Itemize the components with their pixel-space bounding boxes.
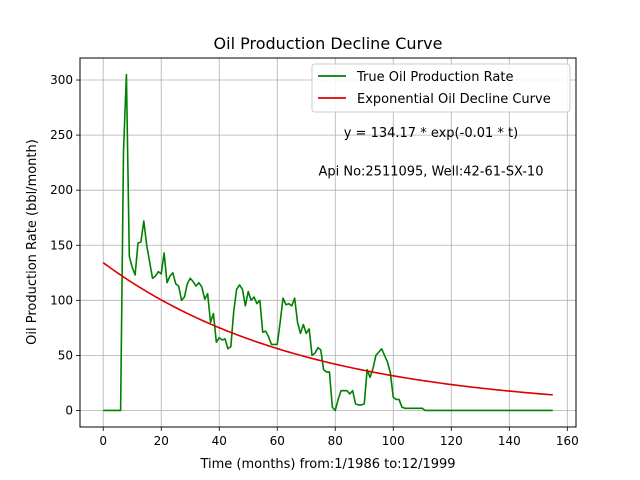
x-tick-label: 20 xyxy=(154,434,169,448)
y-axis: 0 50 100 150 200 250 300 xyxy=(50,73,80,417)
y-tick-label: 50 xyxy=(58,348,73,362)
x-tick-label: 80 xyxy=(328,434,343,448)
series-layer xyxy=(102,73,553,412)
x-axis: 0 20 40 60 80 100 120 140 160 xyxy=(99,427,579,448)
annotation-2: Api No:2511095, Well:42-61-SX-10 xyxy=(318,164,543,179)
x-tick-label: 120 xyxy=(440,434,463,448)
x-tick-label: 160 xyxy=(556,434,579,448)
legend-label: Exponential Oil Decline Curve xyxy=(357,92,551,107)
y-tick-label: 250 xyxy=(50,128,73,142)
y-tick-label: 150 xyxy=(50,238,73,252)
legend-box xyxy=(311,63,571,113)
x-tick-label: 0 xyxy=(99,434,107,448)
annotations: y = 134.17 * exp(-0.01 * t) Api No:251109… xyxy=(318,126,543,180)
plot-frame xyxy=(79,57,577,428)
x-tick-label: 40 xyxy=(212,434,227,448)
x-tick-label: 60 xyxy=(270,434,285,448)
legend-label: True Oil Production Rate xyxy=(356,70,513,85)
series-line-1 xyxy=(103,73,553,412)
y-tick-label: 100 xyxy=(50,293,73,307)
chart-title: Oil Production Decline Curve xyxy=(214,34,443,53)
series-line-2 xyxy=(102,262,553,396)
y-axis-label: Oil Production Rate (bbl/month) xyxy=(25,139,40,345)
x-tick-label: 100 xyxy=(382,434,405,448)
y-tick-label: 200 xyxy=(50,183,73,197)
y-tick-label: 300 xyxy=(50,73,73,87)
annotation-1: y = 134.17 * exp(-0.01 * t) xyxy=(344,126,518,141)
x-tick-label: 140 xyxy=(498,434,521,448)
legend: True Oil Production Rate Exponential Oil … xyxy=(311,63,571,113)
x-axis-label: Time (months) from:1/1986 to:12/1999 xyxy=(199,457,455,472)
y-tick-label: 0 xyxy=(65,403,73,417)
